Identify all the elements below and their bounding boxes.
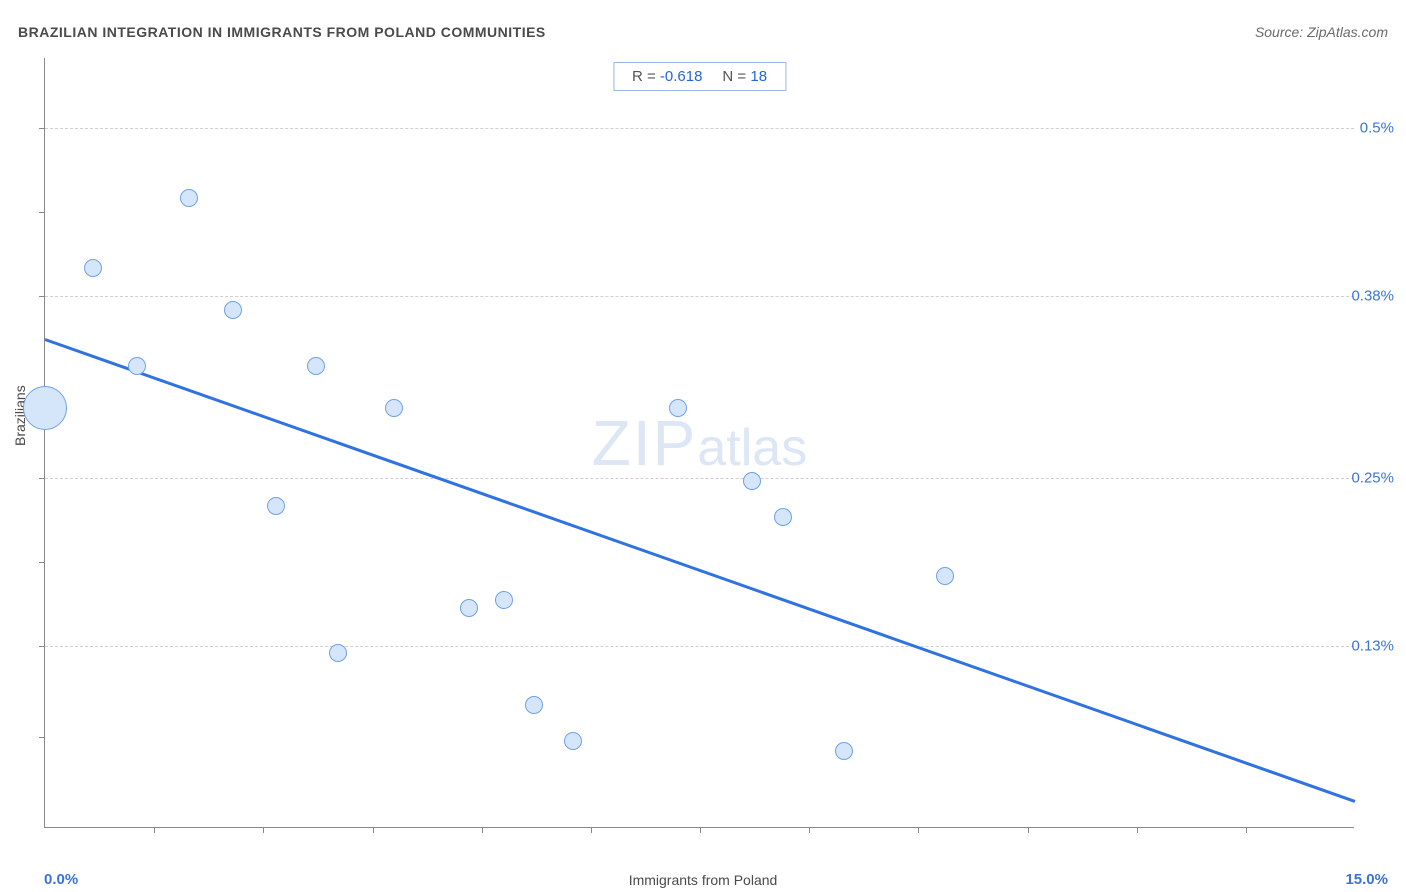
x-tick bbox=[918, 827, 919, 833]
data-point bbox=[774, 508, 792, 526]
data-point bbox=[495, 591, 513, 609]
data-point bbox=[128, 357, 146, 375]
x-axis-label: Immigrants from Poland bbox=[629, 872, 778, 888]
gridline bbox=[45, 296, 1354, 297]
source-attribution: Source: ZipAtlas.com bbox=[1255, 24, 1388, 40]
trend-line bbox=[45, 338, 1356, 803]
x-tick bbox=[373, 827, 374, 833]
y-tick-label: 0.38% bbox=[1351, 288, 1394, 305]
x-tick bbox=[1246, 827, 1247, 833]
x-tick bbox=[591, 827, 592, 833]
y-tick-label: 0.5% bbox=[1360, 120, 1394, 137]
y-tick-label: 0.13% bbox=[1351, 638, 1394, 655]
gridline bbox=[45, 646, 1354, 647]
data-point bbox=[224, 301, 242, 319]
gridline bbox=[45, 128, 1354, 129]
watermark: ZIPatlas bbox=[592, 406, 807, 480]
data-point bbox=[525, 696, 543, 714]
x-tick bbox=[154, 827, 155, 833]
y-tick bbox=[39, 478, 45, 479]
data-point bbox=[669, 399, 687, 417]
watermark-text-2: atlas bbox=[697, 419, 807, 477]
r-label: R = bbox=[632, 68, 656, 85]
r-stat: R = -0.618 bbox=[632, 68, 702, 85]
x-tick bbox=[482, 827, 483, 833]
y-tick bbox=[39, 296, 45, 297]
data-point bbox=[743, 472, 761, 490]
data-point bbox=[835, 742, 853, 760]
x-axis-max: 15.0% bbox=[1345, 871, 1388, 888]
r-value: -0.618 bbox=[660, 68, 703, 85]
data-point bbox=[936, 567, 954, 585]
y-tick-label: 0.25% bbox=[1351, 470, 1394, 487]
y-tick bbox=[39, 212, 45, 213]
n-label: N = bbox=[722, 68, 746, 85]
x-tick bbox=[700, 827, 701, 833]
x-tick bbox=[263, 827, 264, 833]
gridline bbox=[45, 478, 1354, 479]
data-point bbox=[329, 644, 347, 662]
x-tick bbox=[1028, 827, 1029, 833]
data-point bbox=[23, 386, 67, 430]
stats-box: R = -0.618 N = 18 bbox=[613, 62, 786, 91]
data-point bbox=[267, 497, 285, 515]
y-tick bbox=[39, 128, 45, 129]
data-point bbox=[307, 357, 325, 375]
y-tick bbox=[39, 562, 45, 563]
x-tick bbox=[809, 827, 810, 833]
watermark-text-1: ZIP bbox=[592, 407, 698, 479]
data-point bbox=[385, 399, 403, 417]
x-tick bbox=[1137, 827, 1138, 833]
chart-title: BRAZILIAN INTEGRATION IN IMMIGRANTS FROM… bbox=[18, 24, 546, 40]
data-point bbox=[84, 259, 102, 277]
data-point bbox=[180, 189, 198, 207]
y-tick bbox=[39, 737, 45, 738]
x-axis-min: 0.0% bbox=[44, 871, 78, 888]
y-tick bbox=[39, 646, 45, 647]
n-stat: N = 18 bbox=[722, 68, 767, 85]
n-value: 18 bbox=[750, 68, 767, 85]
data-point bbox=[564, 732, 582, 750]
data-point bbox=[460, 599, 478, 617]
scatter-chart: ZIPatlas R = -0.618 N = 18 bbox=[44, 58, 1354, 828]
